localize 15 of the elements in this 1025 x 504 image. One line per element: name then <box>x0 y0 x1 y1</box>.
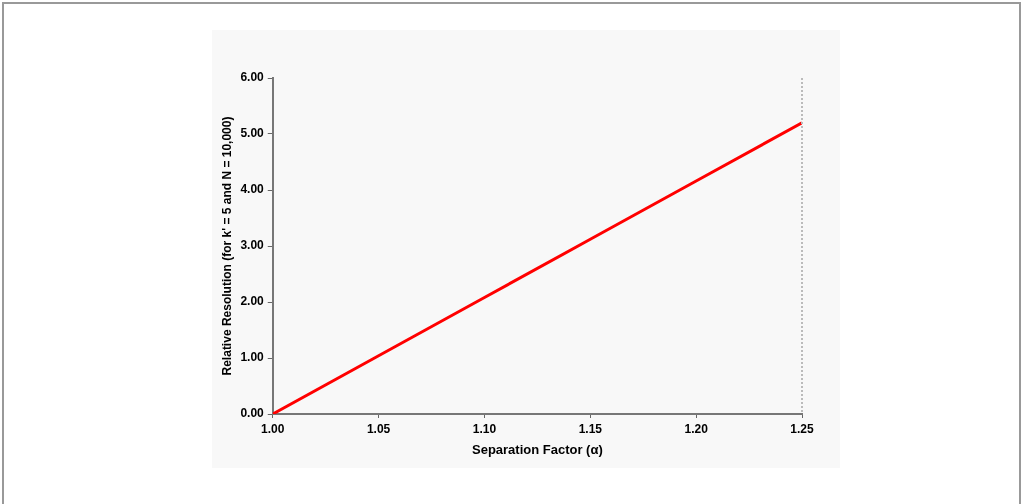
x-tick-label: 1.10 <box>472 421 497 436</box>
x-tick-label: 1.15 <box>578 421 603 436</box>
y-tick-label: 5.00 <box>240 126 265 141</box>
x-axis-title: Separation Factor (α) <box>471 441 603 457</box>
y-tick-label: 6.00 <box>240 70 265 85</box>
x-tick-label: 1.20 <box>684 421 709 436</box>
y-tick-label: 4.00 <box>240 182 265 197</box>
y-tick-label: 1.00 <box>240 350 265 365</box>
y-axis-title: Relative Resolution (for k' = 5 and N = 10,000) <box>219 116 234 376</box>
x-tick-label: 1.05 <box>366 421 391 436</box>
y-tick-label: 3.00 <box>240 238 265 253</box>
x-tick-label: 1.25 <box>790 421 814 436</box>
y-tick-label: 0.00 <box>240 406 265 421</box>
x-tick-label: 1.00 <box>261 421 285 436</box>
y-tick-label: 2.00 <box>240 294 265 309</box>
